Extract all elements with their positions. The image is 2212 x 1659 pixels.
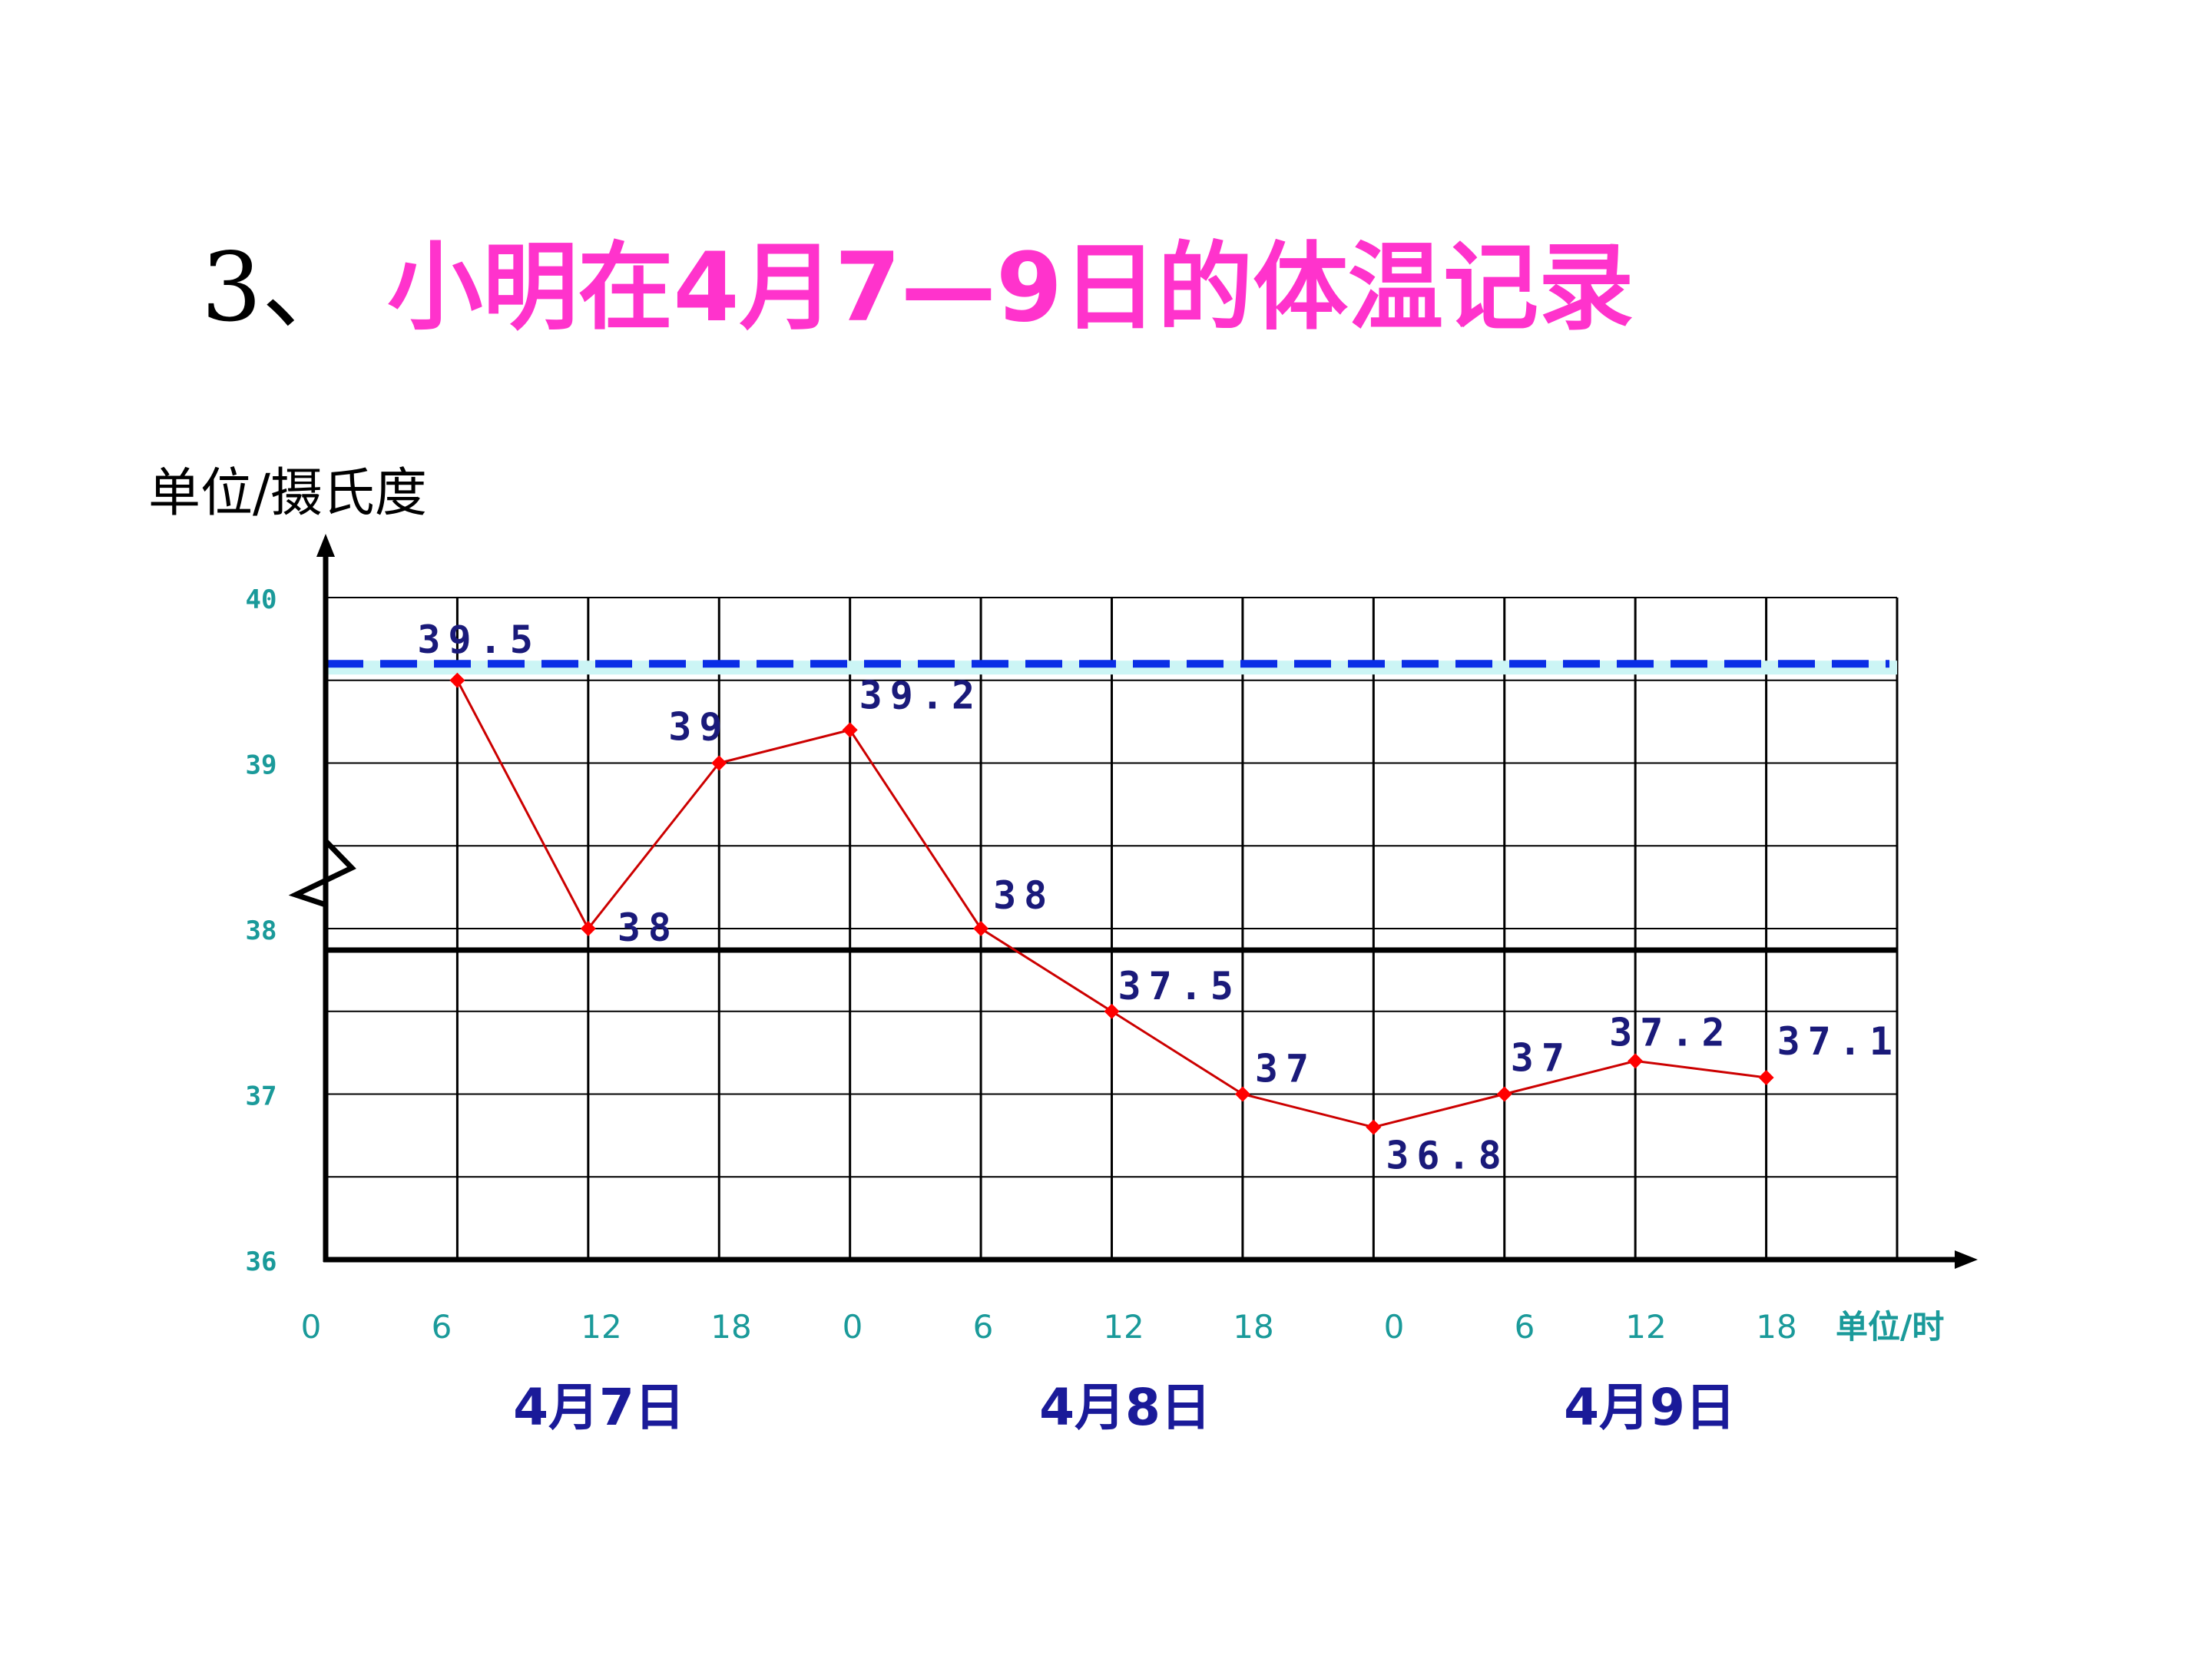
data-label: 39 — [668, 705, 730, 750]
y-tick-label: 39 — [246, 750, 277, 781]
x-tick-label: 18 — [1233, 1308, 1273, 1346]
title-text: 小明在4月7—9日的体温记录 — [387, 233, 1634, 343]
data-label: 37.2 — [1609, 1010, 1732, 1055]
data-point — [711, 755, 727, 771]
data-series — [449, 672, 1774, 1135]
data-label: 37 — [1511, 1036, 1572, 1081]
x-tick-label: 0 — [1384, 1308, 1405, 1346]
page-title: 3、 小明在4月7—9日的体温记录 — [201, 227, 1634, 349]
data-point — [1758, 1069, 1774, 1085]
day-label: 4月9日 — [1564, 1378, 1736, 1437]
chart-axes — [288, 534, 1978, 1269]
x-tick-label: 18 — [1756, 1308, 1796, 1346]
x-axis-arrow — [1955, 1250, 1978, 1269]
x-tick-label: 6 — [432, 1308, 452, 1346]
chart-grid — [326, 597, 1899, 1260]
data-label: 36.8 — [1386, 1134, 1508, 1178]
y-tick-label: 36 — [246, 1247, 277, 1277]
data-point — [1496, 1086, 1512, 1102]
title-number: 3、 — [201, 233, 357, 343]
data-point — [842, 722, 858, 738]
data-point — [580, 921, 596, 936]
data-point — [1628, 1053, 1644, 1069]
y-tick-label: 40 — [246, 584, 277, 615]
day-label: 4月7日 — [513, 1378, 685, 1437]
data-point — [1234, 1086, 1250, 1102]
x-tick-label: 0 — [301, 1308, 322, 1346]
y-axis-break — [288, 839, 356, 908]
day-label: 4月8日 — [1039, 1378, 1211, 1437]
data-label: 37.1 — [1777, 1019, 1900, 1064]
data-label: 38 — [618, 906, 679, 950]
data-label: 39.5 — [417, 618, 540, 662]
x-tick-label: 18 — [710, 1308, 751, 1346]
data-label: 39.2 — [859, 673, 982, 717]
y-tick-label: 37 — [246, 1081, 277, 1112]
x-tick-label: 12 — [1625, 1308, 1666, 1346]
data-point — [1104, 1003, 1120, 1019]
data-point — [973, 921, 989, 936]
x-tick-label: 0 — [843, 1308, 863, 1346]
x-tick-label: 6 — [973, 1308, 994, 1346]
y-axis-arrow — [316, 534, 335, 557]
chart-labels: 40 39 38 37 36 单位/摄氏度 0 6 12 18 0 6 12 18 0 6 12 18 单位/时 4月… — [148, 463, 1944, 1437]
x-tick-label: 12 — [1103, 1308, 1144, 1346]
reference-lines — [326, 660, 1897, 953]
y-tick-label: 38 — [246, 916, 277, 946]
x-tick-label: 6 — [1515, 1308, 1535, 1346]
data-label: 37 — [1255, 1047, 1316, 1091]
data-point — [1366, 1119, 1382, 1135]
y-axis-label: 单位/摄氏度 — [148, 463, 427, 524]
x-tick-label: 12 — [581, 1308, 621, 1346]
x-axis-label: 单位/时 — [1836, 1308, 1944, 1346]
data-label: 38 — [993, 873, 1055, 918]
data-label: 37.5 — [1118, 964, 1241, 1008]
data-point — [449, 672, 465, 688]
